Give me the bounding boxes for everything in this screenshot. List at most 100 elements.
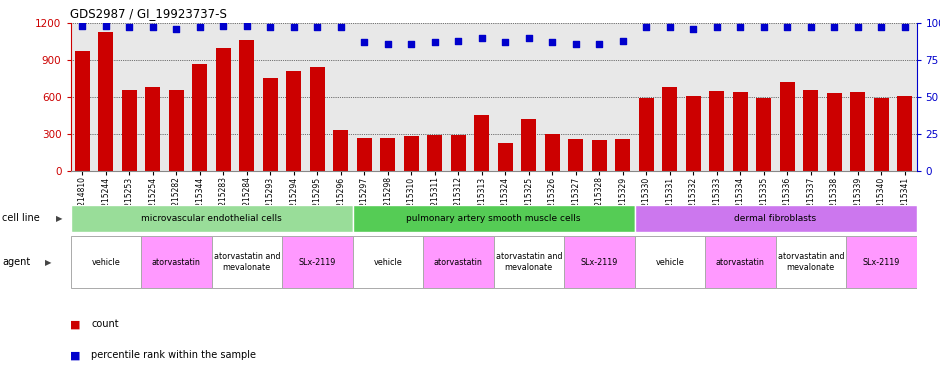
Text: vehicle: vehicle [373, 258, 402, 266]
Bar [215, 48, 231, 171]
Point [169, 26, 184, 32]
Bar [497, 142, 513, 171]
Bar [638, 98, 654, 171]
Point [498, 39, 513, 45]
Bar [239, 40, 255, 171]
Bar [521, 119, 537, 171]
Bar [356, 137, 372, 171]
Bar [705, 236, 776, 288]
Bar [282, 236, 352, 288]
Point [710, 25, 725, 31]
Point [427, 39, 443, 45]
Point [216, 23, 231, 29]
Point [545, 39, 560, 45]
Point [780, 25, 795, 31]
Bar [212, 236, 282, 288]
Text: SLx-2119: SLx-2119 [581, 258, 618, 266]
Text: agent: agent [2, 257, 30, 267]
Bar [403, 136, 419, 171]
Point [850, 25, 865, 31]
Bar [145, 87, 161, 171]
Text: ▶: ▶ [45, 258, 52, 266]
Bar [803, 89, 819, 171]
Bar [380, 137, 396, 171]
Text: vehicle: vehicle [655, 258, 684, 266]
Text: atorvastatin and
mevalonate: atorvastatin and mevalonate [495, 252, 562, 272]
Bar [309, 68, 325, 171]
Bar [846, 236, 916, 288]
Point [262, 25, 278, 31]
Bar [192, 64, 208, 171]
Bar [826, 93, 842, 171]
Bar [168, 89, 184, 171]
Bar [779, 82, 795, 171]
Text: SLx-2119: SLx-2119 [863, 258, 900, 266]
Bar [286, 71, 302, 171]
Bar [732, 92, 748, 171]
Bar [662, 87, 678, 171]
Bar [70, 205, 352, 232]
Point [122, 25, 137, 31]
Text: GDS2987 / GI_19923737-S: GDS2987 / GI_19923737-S [70, 7, 227, 20]
Bar [141, 236, 212, 288]
Point [380, 41, 396, 47]
Bar [756, 98, 772, 171]
Bar [352, 205, 634, 232]
Point [239, 23, 254, 29]
Text: vehicle: vehicle [91, 258, 120, 266]
Bar [98, 31, 114, 171]
Point [333, 25, 348, 31]
Text: atorvastatin and
mevalonate: atorvastatin and mevalonate [777, 252, 844, 272]
Text: ■: ■ [70, 319, 85, 329]
Point [662, 25, 677, 31]
Point [592, 41, 607, 47]
Text: dermal fibroblasts: dermal fibroblasts [734, 214, 817, 223]
Point [897, 25, 912, 31]
Bar [709, 91, 725, 171]
Point [756, 25, 771, 31]
Text: SLx-2119: SLx-2119 [299, 258, 336, 266]
Bar [74, 51, 90, 171]
Point [521, 35, 536, 41]
Point [145, 25, 160, 31]
Text: ▶: ▶ [56, 214, 63, 223]
Text: atorvastatin: atorvastatin [152, 258, 200, 266]
Point [568, 41, 583, 47]
Bar [634, 205, 916, 232]
Bar [685, 96, 701, 171]
Bar [450, 135, 466, 171]
Bar [850, 92, 866, 171]
Bar [634, 236, 705, 288]
Bar [70, 236, 141, 288]
Point [286, 25, 301, 31]
Text: pulmonary artery smooth muscle cells: pulmonary artery smooth muscle cells [406, 214, 581, 223]
Bar [121, 89, 137, 171]
Point [192, 25, 207, 31]
Point [686, 26, 701, 32]
Point [874, 25, 889, 31]
Bar [873, 98, 889, 171]
Point [99, 23, 113, 29]
Point [827, 25, 842, 31]
Text: cell line: cell line [2, 214, 39, 223]
Bar [568, 139, 584, 171]
Point [639, 25, 654, 31]
Point [75, 23, 90, 29]
Text: percentile rank within the sample: percentile rank within the sample [91, 350, 257, 360]
Bar [494, 236, 564, 288]
Text: ■: ■ [70, 350, 85, 360]
Text: atorvastatin: atorvastatin [434, 258, 482, 266]
Bar [544, 134, 560, 171]
Bar [333, 130, 349, 171]
Point [474, 35, 489, 41]
Point [310, 25, 325, 31]
Point [404, 41, 419, 47]
Text: atorvastatin and
mevalonate: atorvastatin and mevalonate [213, 252, 280, 272]
Bar [352, 236, 423, 288]
Point [615, 38, 630, 44]
Bar [897, 96, 913, 171]
Point [803, 25, 818, 31]
Bar [776, 236, 846, 288]
Bar [564, 236, 634, 288]
Point [451, 38, 466, 44]
